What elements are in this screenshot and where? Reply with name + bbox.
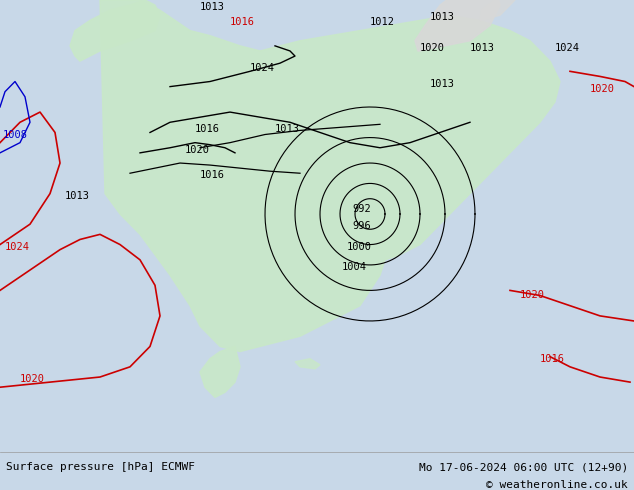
Text: 1004: 1004	[342, 262, 367, 272]
Text: 1012: 1012	[370, 18, 395, 27]
Polygon shape	[415, 0, 500, 51]
Text: 1016: 1016	[195, 124, 220, 134]
Text: 1024: 1024	[5, 242, 30, 252]
Text: 1016: 1016	[230, 18, 255, 27]
Text: Mo 17-06-2024 06:00 UTC (12+90): Mo 17-06-2024 06:00 UTC (12+90)	[418, 462, 628, 472]
Text: 1020: 1020	[420, 43, 445, 53]
Text: 1024: 1024	[250, 63, 275, 74]
Text: 1008: 1008	[3, 129, 28, 140]
Polygon shape	[100, 0, 560, 351]
Text: 1016: 1016	[200, 171, 225, 180]
Text: Surface pressure [hPa] ECMWF: Surface pressure [hPa] ECMWF	[6, 462, 195, 472]
Text: 1013: 1013	[65, 191, 90, 201]
Text: 1013: 1013	[470, 43, 495, 53]
Polygon shape	[70, 0, 160, 61]
Text: 1013: 1013	[200, 2, 225, 12]
Text: 1020: 1020	[185, 145, 210, 155]
Text: 1016: 1016	[540, 354, 565, 364]
Text: 1020: 1020	[20, 374, 45, 384]
Polygon shape	[295, 359, 320, 369]
Text: 1013: 1013	[275, 124, 300, 134]
Polygon shape	[480, 0, 515, 21]
Text: 1024: 1024	[555, 43, 580, 53]
Polygon shape	[200, 346, 240, 397]
Text: 1020: 1020	[520, 290, 545, 299]
Text: 1013: 1013	[430, 78, 455, 89]
Text: 1020: 1020	[590, 84, 615, 94]
Text: 1013: 1013	[430, 12, 455, 23]
Text: © weatheronline.co.uk: © weatheronline.co.uk	[486, 480, 628, 490]
Text: 1000: 1000	[347, 242, 372, 252]
Text: 996: 996	[352, 221, 371, 231]
Text: 992: 992	[352, 204, 371, 214]
